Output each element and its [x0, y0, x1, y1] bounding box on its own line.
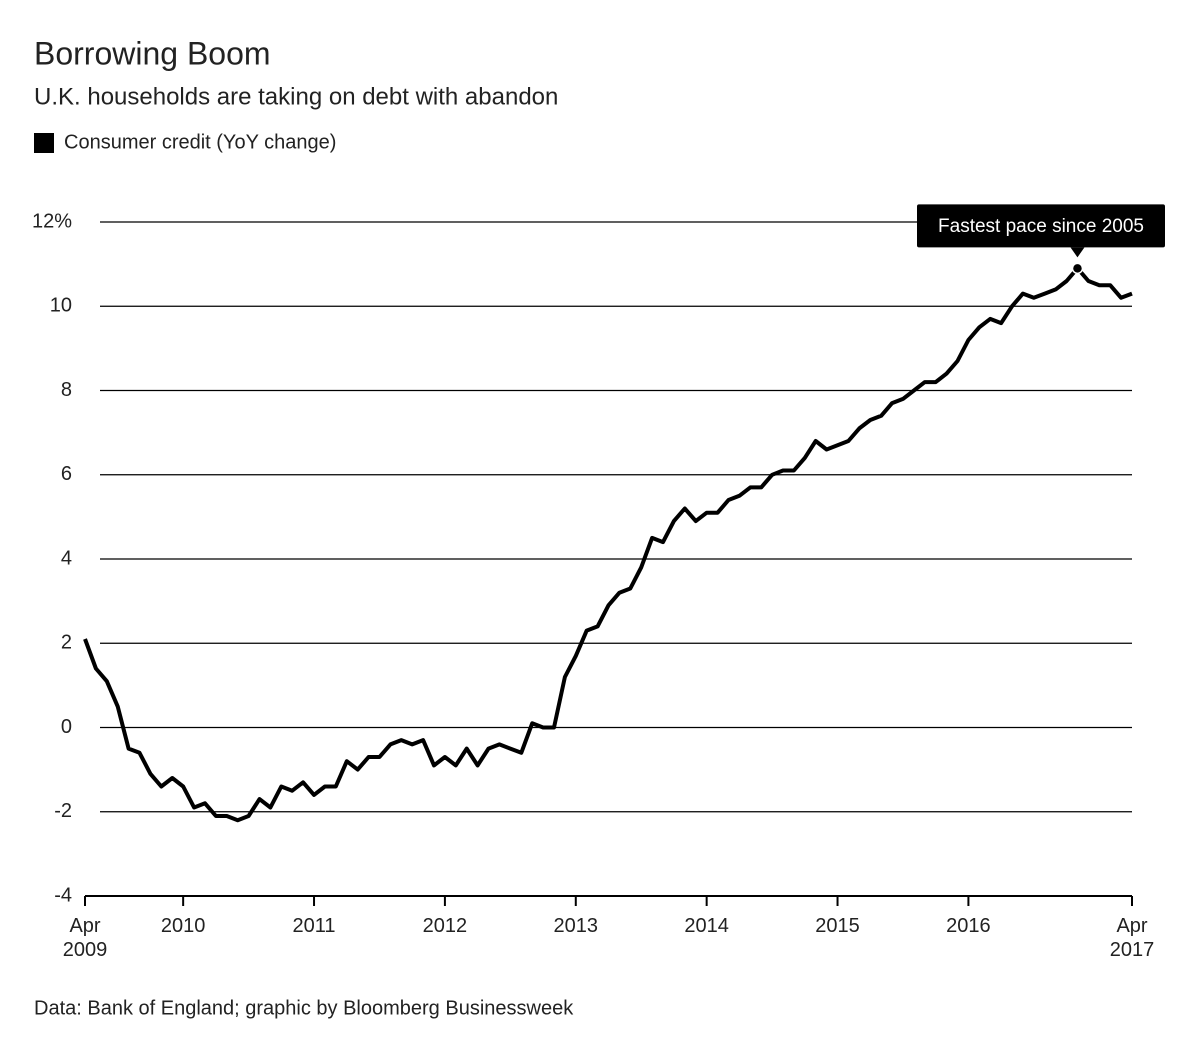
x-tick-label: 2010 [160, 915, 206, 937]
y-tick-label: 12% [32, 210, 72, 232]
y-tick-label: 6 [61, 463, 72, 485]
y-tick-label: 4 [61, 547, 72, 569]
y-tick-label: -4 [54, 884, 72, 906]
x-tick-label: 2015 [815, 915, 860, 937]
legend-label: Consumer credit (YoY change) [64, 131, 336, 153]
source-note: Data: Bank of England; graphic by Bloomb… [34, 997, 574, 1019]
chart-subtitle: U.K. households are taking on debt with … [34, 83, 558, 110]
x-tick-label: Apr 2017 [1109, 915, 1155, 961]
x-tick-label: 2014 [684, 915, 729, 937]
y-tick-label: 8 [61, 379, 72, 401]
data-line [83, 266, 1133, 823]
y-tick-label: 2 [61, 632, 72, 654]
x-tick-label: 2012 [422, 915, 468, 937]
annotation-marker [1071, 262, 1084, 275]
x-tick-label: 2011 [292, 915, 336, 937]
y-tick-label: -2 [54, 800, 72, 822]
annotation-text: Fastest pace since 2005 [938, 216, 1144, 237]
chart-title: Borrowing Boom [34, 35, 271, 71]
x-tick-label: Apr 2009 [62, 915, 108, 961]
y-tick-label: 0 [61, 716, 72, 738]
y-tick-label: 10 [50, 295, 72, 317]
annotation-pointer [1070, 247, 1085, 258]
annotation-box [917, 204, 1165, 248]
legend-swatch [34, 133, 54, 153]
x-tick-label: 2013 [553, 915, 599, 937]
x-tick-label: 2016 [946, 915, 991, 937]
